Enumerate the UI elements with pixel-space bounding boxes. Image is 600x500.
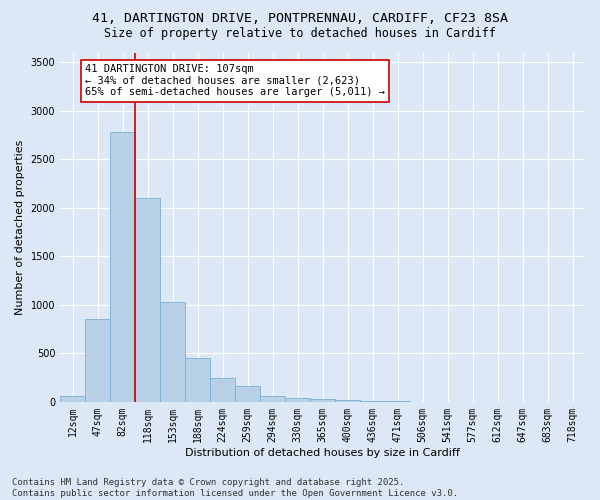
Bar [335,400,360,402]
Bar [110,132,135,402]
X-axis label: Distribution of detached houses by size in Cardiff: Distribution of detached houses by size … [185,448,460,458]
Bar [85,320,110,402]
Bar [360,401,385,402]
Text: 41 DARTINGTON DRIVE: 107sqm
← 34% of detached houses are smaller (2,623)
65% of : 41 DARTINGTON DRIVE: 107sqm ← 34% of det… [85,64,385,98]
Bar [285,398,310,402]
Bar [160,302,185,402]
Text: 41, DARTINGTON DRIVE, PONTPRENNAU, CARDIFF, CF23 8SA: 41, DARTINGTON DRIVE, PONTPRENNAU, CARDI… [92,12,508,26]
Y-axis label: Number of detached properties: Number of detached properties [15,140,25,315]
Bar [235,386,260,402]
Bar [60,396,85,402]
Bar [185,358,210,402]
Text: Contains HM Land Registry data © Crown copyright and database right 2025.
Contai: Contains HM Land Registry data © Crown c… [12,478,458,498]
Text: Size of property relative to detached houses in Cardiff: Size of property relative to detached ho… [104,28,496,40]
Bar [260,396,285,402]
Bar [210,378,235,402]
Bar [135,198,160,402]
Bar [310,400,335,402]
